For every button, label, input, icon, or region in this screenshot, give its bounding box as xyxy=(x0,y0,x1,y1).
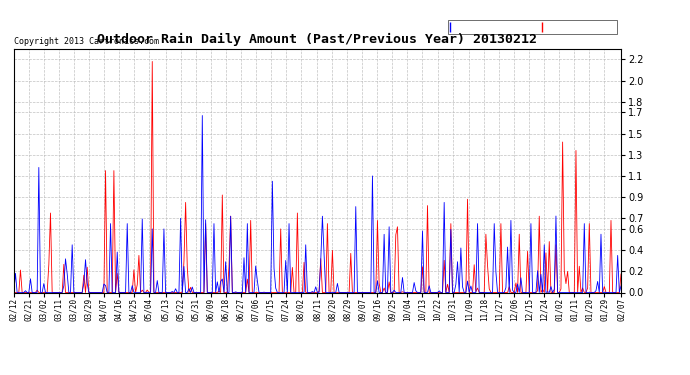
Text: Copyright 2013 Cartronics.com: Copyright 2013 Cartronics.com xyxy=(14,38,159,46)
Legend: Previous  (Inches), Past  (Inches): Previous (Inches), Past (Inches) xyxy=(448,20,617,34)
Title: Outdoor Rain Daily Amount (Past/Previous Year) 20130212: Outdoor Rain Daily Amount (Past/Previous… xyxy=(97,33,538,46)
